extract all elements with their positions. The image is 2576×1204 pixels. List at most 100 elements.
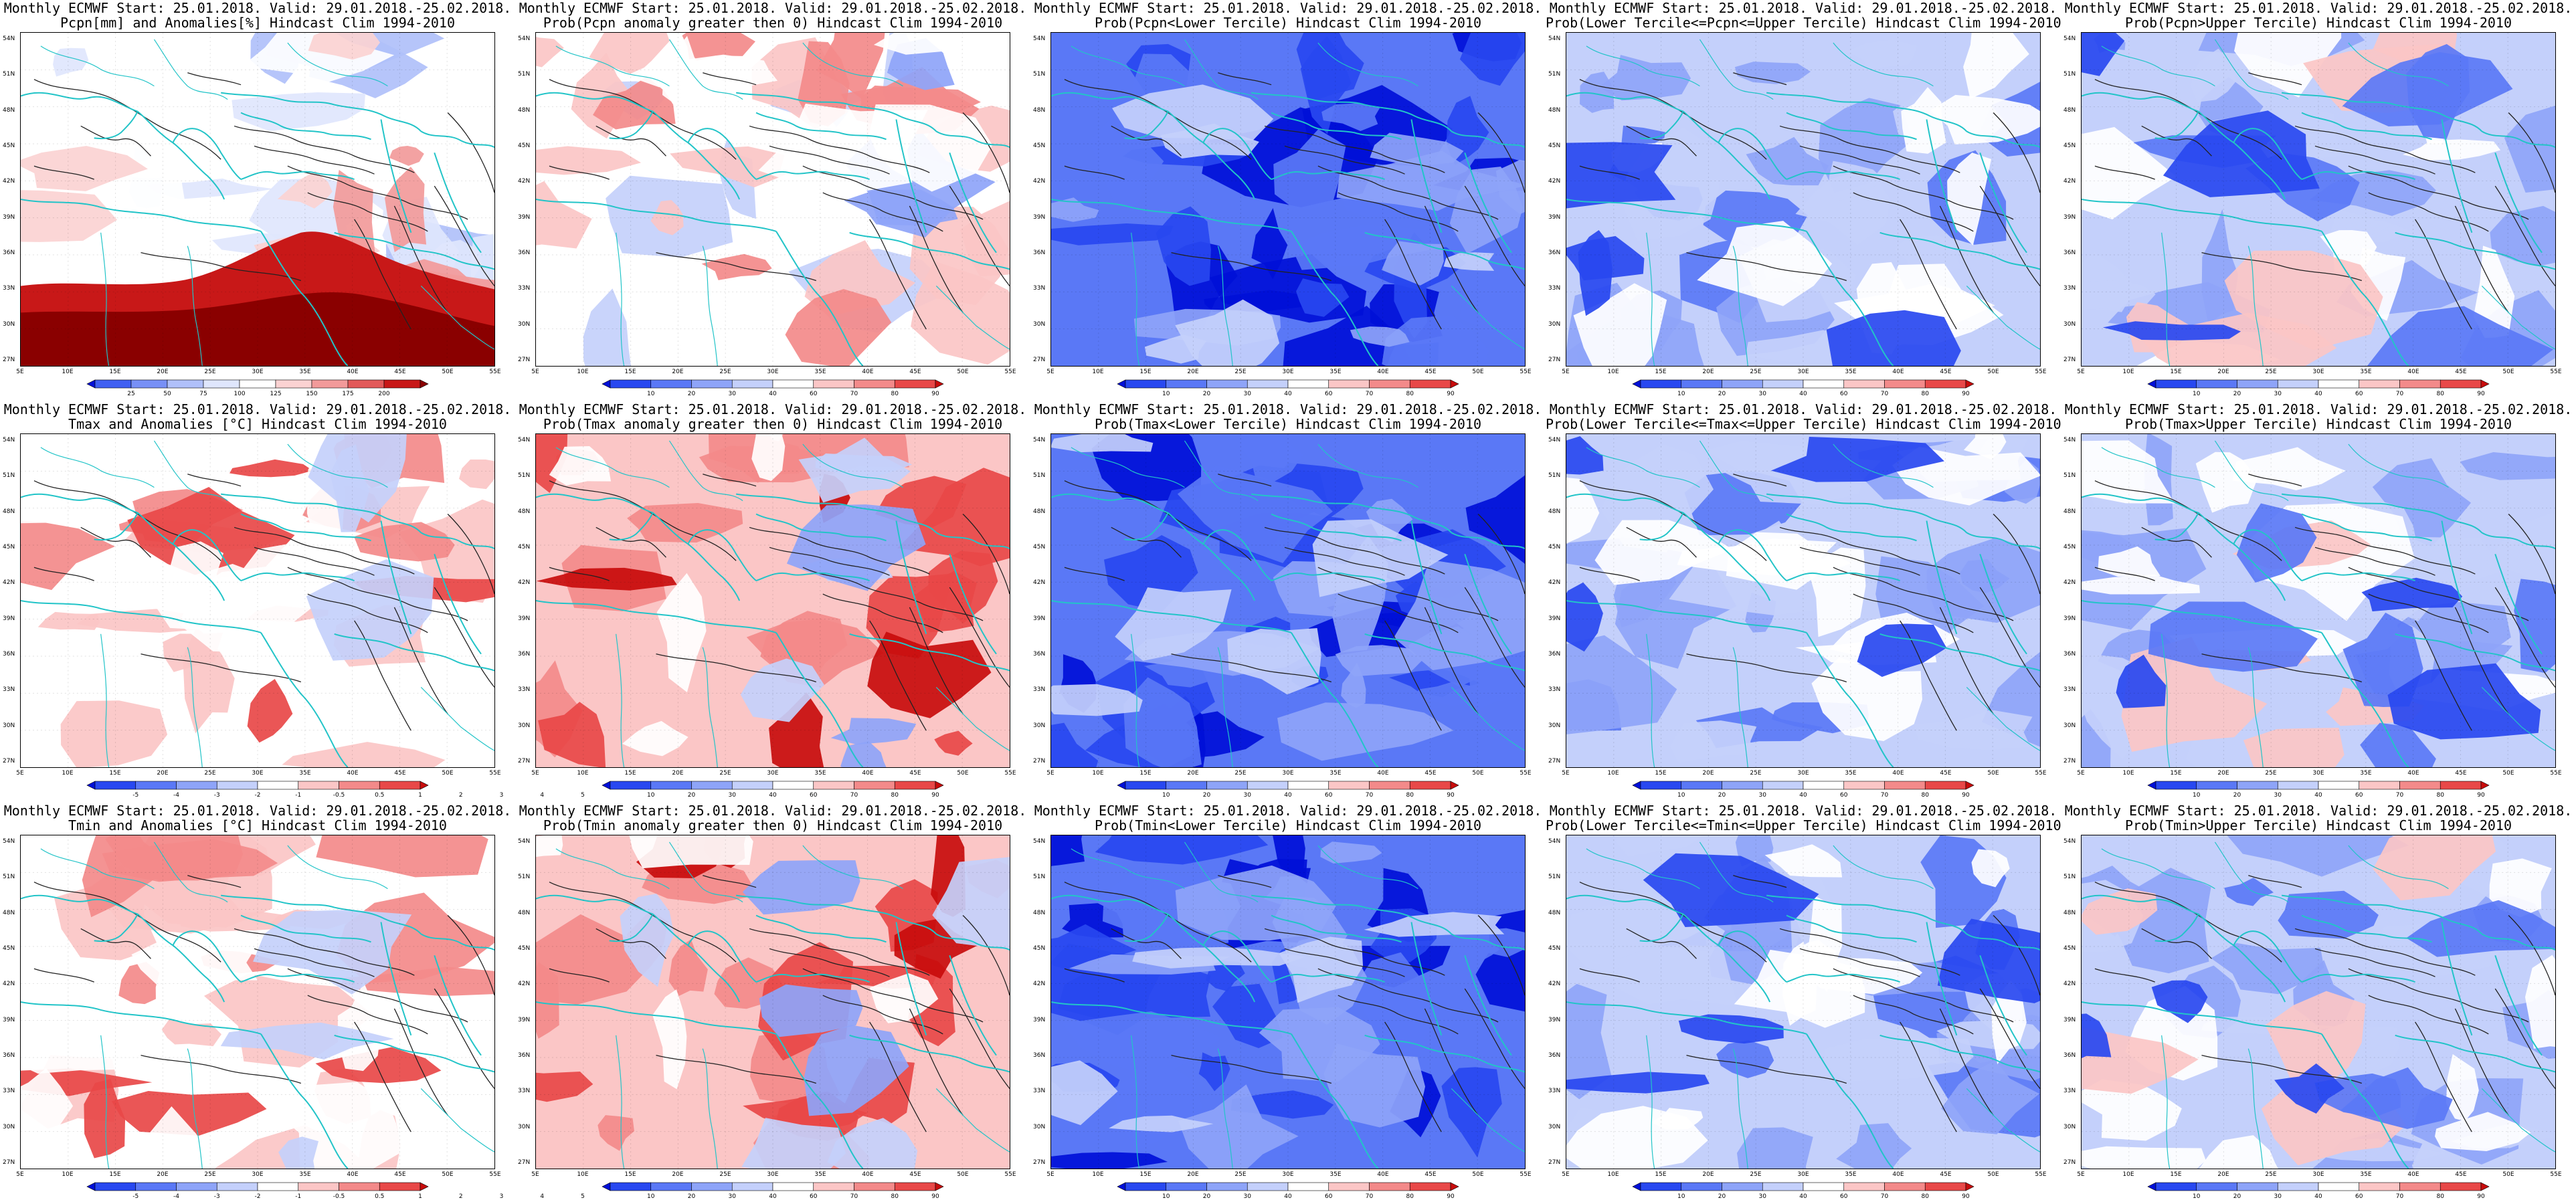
latitude-label: 39N (3, 615, 15, 622)
latitude-label: 33N (518, 686, 531, 694)
colorbar-tick-label: 20 (687, 792, 696, 799)
longitude-label: 55E (2035, 770, 2047, 777)
latitude-label: 54N (1548, 35, 1561, 42)
colorbar-tick-label: 70 (1365, 1193, 1374, 1200)
panel-subtitle: Prob(Tmin<Lower Tercile) Hindcast Clim 1… (1095, 817, 1481, 833)
colorbar-tick-label: 70 (2395, 792, 2404, 799)
panel-title: Monthly ECMWF Start: 25.01.2018. Valid: … (519, 0, 1027, 16)
latitude-label: 33N (1033, 285, 1046, 292)
longitude-label: 25E (1750, 770, 1762, 777)
colorbar-tick-label: 0.5 (375, 1193, 385, 1200)
latitude-label: 39N (3, 1016, 15, 1023)
longitude-label: 40E (1892, 369, 1904, 375)
longitude-label: 5E (1046, 369, 1054, 375)
colorbar-tick-label: 30 (1758, 391, 1766, 397)
longitude-label: 10E (62, 1171, 74, 1178)
colorbar-tick-label: 80 (891, 792, 899, 799)
longitude-label: 20E (1187, 770, 1199, 777)
colorbar-tick-label: 30 (728, 1193, 736, 1200)
colorbar-tick-label: 80 (1406, 792, 1414, 799)
panel-title: Monthly ECMWF Start: 25.01.2018. Valid: … (3, 0, 512, 16)
longitude-label: 20E (2217, 770, 2229, 777)
colorbar-tick-label: 90 (1447, 792, 1455, 799)
latitude-label: 48N (518, 508, 531, 515)
colorbar-tick-label: -2 (254, 792, 261, 799)
latitude-label: 30N (2063, 320, 2076, 328)
colorbar-tick-label: 10 (647, 792, 655, 799)
colorbar-tick-label: 80 (1921, 792, 1929, 799)
longitude-label: 10E (1092, 1171, 1104, 1178)
colorbar-tick-label: 40 (769, 792, 777, 799)
longitude-label: 25E (719, 770, 731, 777)
forecast-map-panel: Monthly ECMWF Start: 25.01.2018. Valid: … (0, 803, 585, 1204)
latitude-label: 39N (518, 1016, 531, 1023)
colorbar-tick-label: 70 (1365, 391, 1374, 397)
latitude-label: 42N (1033, 981, 1046, 988)
colorbar-tick-label: 30 (1243, 792, 1251, 799)
longitude-label: 30E (1797, 369, 1809, 375)
colorbar (1117, 781, 1459, 790)
longitude-label: 45E (394, 770, 406, 777)
latitude-label: 27N (3, 758, 15, 765)
latitude-label: 39N (2063, 1016, 2076, 1023)
longitude-label: 20E (2217, 369, 2229, 375)
longitude-label: 20E (1702, 1171, 1714, 1178)
panel-title: Monthly ECMWF Start: 25.01.2018. Valid: … (1034, 803, 1542, 819)
longitude-label: 45E (1940, 369, 1952, 375)
longitude-label: 5E (531, 770, 539, 777)
longitude-label: 5E (1046, 1171, 1054, 1178)
latitude-label: 39N (3, 213, 15, 221)
longitude-label: 10E (1092, 770, 1104, 777)
latitude-label: 45N (1033, 142, 1046, 149)
longitude-label: 50E (1987, 1171, 1999, 1178)
latitude-label: 42N (2063, 579, 2076, 587)
colorbar-tick-label: 90 (1447, 1193, 1455, 1200)
colorbar-tick-label: 40 (769, 391, 777, 397)
longitude-label: 50E (957, 369, 969, 375)
latitude-label: 27N (1548, 1159, 1561, 1166)
colorbar-tick-label: 60 (1325, 391, 1333, 397)
colorbar-tick-label: 40 (769, 1193, 777, 1200)
forecast-map-panel: Monthly ECMWF Start: 25.01.2018. Valid: … (1546, 803, 2061, 1204)
colorbar-tick-label: 30 (728, 792, 736, 799)
longitude-label: 35E (2360, 1171, 2372, 1178)
longitude-label: 30E (2312, 1171, 2324, 1178)
latitude-label: 39N (518, 213, 531, 221)
colorbar-tick-label: 20 (2233, 792, 2241, 799)
panel-title: Monthly ECMWF Start: 25.01.2018. Valid: … (2064, 401, 2573, 417)
longitude-label: 45E (1940, 1171, 1952, 1178)
colorbar-tick-label: -2 (254, 1193, 261, 1200)
longitude-label: 55E (1004, 369, 1016, 375)
map-plot (20, 433, 495, 768)
forecast-map-panel: Monthly ECMWF Start: 25.01.2018. Valid: … (2061, 803, 2576, 1204)
colorbar-tick-label: 10 (647, 391, 655, 397)
latitude-label: 39N (1548, 615, 1561, 622)
colorbar-tick-label: 70 (1880, 792, 1889, 799)
longitude-label: 15E (109, 1171, 121, 1178)
colorbar-tick-label: 20 (2233, 1193, 2241, 1200)
longitude-label: 40E (1377, 369, 1389, 375)
latitude-label: 42N (2063, 981, 2076, 988)
colorbar-tick-label: 200 (378, 391, 390, 397)
colorbar-tick-label: 70 (1880, 391, 1889, 397)
colorbar-tick-label: 1 (418, 792, 422, 799)
colorbar-tick-label: 4 (540, 1193, 545, 1200)
colorbar-tick-label: 90 (1962, 391, 1970, 397)
latitude-label: 45N (3, 544, 15, 550)
longitude-label: 10E (2122, 1171, 2134, 1178)
latitude-label: 27N (1033, 357, 1046, 363)
panel-title: Monthly ECMWF Start: 25.01.2018. Valid: … (1034, 0, 1542, 16)
colorbar-tick-label: 70 (2395, 391, 2404, 397)
latitude-label: 30N (3, 722, 15, 729)
longitude-label: 15E (1139, 369, 1152, 375)
colorbar-tick-label: 40 (1799, 1193, 1807, 1200)
longitude-label: 45E (909, 1171, 921, 1178)
colorbar-tick-label: 175 (342, 391, 354, 397)
longitude-label: 20E (1187, 1171, 1199, 1178)
latitude-label: 30N (518, 722, 531, 729)
longitude-label: 55E (2035, 369, 2047, 375)
longitude-label: 40E (862, 1171, 874, 1178)
colorbar-tick-label: 60 (810, 1193, 818, 1200)
longitude-label: 15E (1139, 770, 1152, 777)
panel-subtitle: Prob(Pcpn<Lower Tercile) Hindcast Clim 1… (1095, 15, 1481, 31)
